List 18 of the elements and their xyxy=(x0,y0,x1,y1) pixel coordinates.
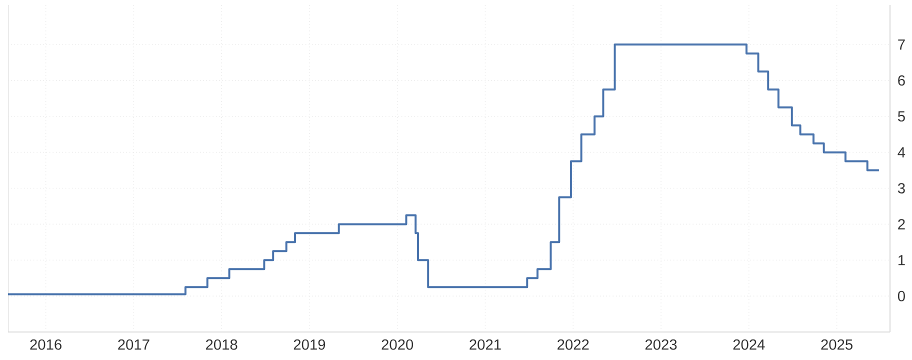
x-tick-label: 2016 xyxy=(30,339,62,350)
y-tick-label: 2 xyxy=(898,219,905,230)
x-tick-label: 2018 xyxy=(206,339,238,350)
x-tick-label: 2024 xyxy=(733,339,765,350)
x-tick-label: 2023 xyxy=(645,339,677,350)
y-tick-label: 4 xyxy=(898,147,906,158)
y-tick-label: 0 xyxy=(898,290,905,302)
x-tick-label: 2022 xyxy=(558,339,589,350)
x-tick-label: 2019 xyxy=(294,339,326,350)
y-tick-label: 7 xyxy=(898,39,905,50)
x-tick-label: 2025 xyxy=(821,339,852,350)
y-tick-label: 3 xyxy=(898,183,905,194)
x-tick-label: 2021 xyxy=(470,339,501,350)
y-tick-label: 1 xyxy=(898,255,905,266)
y-tick-label: 6 xyxy=(898,75,905,86)
x-tick-label: 2020 xyxy=(382,339,414,350)
y-tick-label: 5 xyxy=(898,111,905,122)
x-tick-label: 2017 xyxy=(118,339,150,350)
